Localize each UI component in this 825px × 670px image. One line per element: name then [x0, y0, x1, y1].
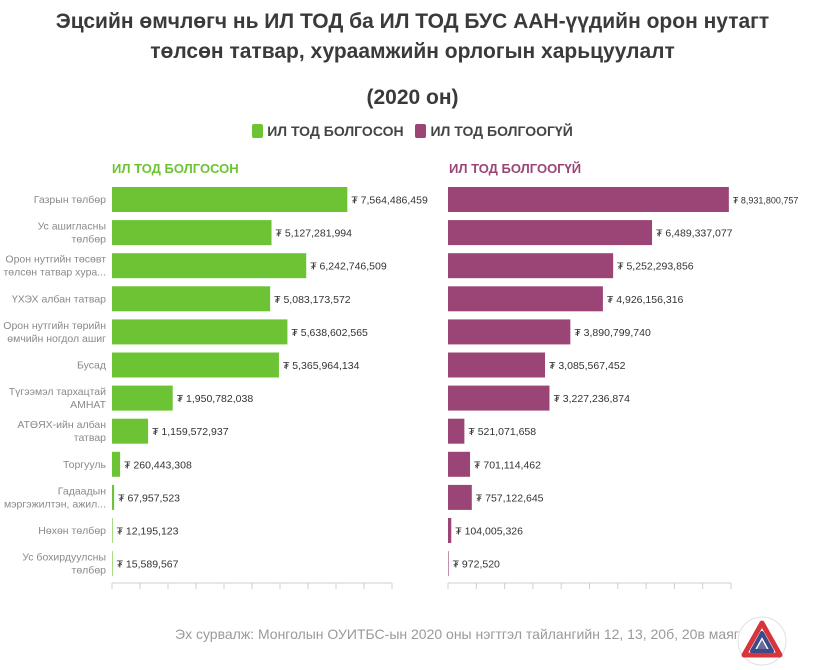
bar-chart: Газрын төлбөр Ус ашигласны төлбөр Орон нутг… [3, 187, 799, 589]
data-label-undisclosed-0: ₮ 8,931,800,757 [733, 196, 799, 206]
bar-disclosed-8 [112, 451, 121, 477]
data-label-disclosed-2: ₮ 6,242,746,509 [310, 261, 387, 273]
data-label-undisclosed-9: ₮ 757,122,645 [476, 492, 544, 504]
legend-swatch-disclosed [252, 124, 264, 138]
legend-swatch-undisclosed [415, 124, 427, 138]
category-label-7: АТӨЯХ-ийн албан татвар [17, 419, 106, 444]
category-label-3: ҮХЭХ албан татвар [12, 293, 106, 305]
data-label-disclosed-4: ₮ 5,638,602,565 [291, 327, 368, 339]
data-label-disclosed-1: ₮ 5,127,281,994 [276, 228, 353, 240]
data-label-undisclosed-1: ₮ 6,489,337,077 [656, 228, 733, 240]
data-label-undisclosed-10: ₮ 104,005,326 [455, 526, 523, 538]
chart-title-line-1: Эцсийн өмчлөгч нь ИЛ ТОД ба ИЛ ТОД БУС А… [55, 10, 770, 33]
data-label-undisclosed-5: ₮ 3,085,567,452 [549, 360, 626, 372]
bar-disclosed-3 [112, 286, 271, 312]
bar-disclosed-2 [112, 253, 307, 279]
category-label-8: Торгууль [63, 459, 106, 471]
data-label-disclosed-3: ₮ 5,083,173,572 [274, 294, 351, 306]
category-label-11: Ус бохирдуулсны төлбөр [22, 552, 106, 577]
category-label-0: Газрын төлбөр [34, 194, 106, 206]
data-label-disclosed-8: ₮ 260,443,308 [124, 459, 192, 471]
category-label-1: Ус ашигласны төлбөр [38, 221, 107, 246]
legend-label-undisclosed: ИЛ ТОД БОЛГООГҮЙ [430, 123, 573, 139]
bar-undisclosed-3 [448, 286, 603, 312]
bar-disclosed-5 [112, 352, 279, 378]
bar-disclosed-11 [112, 551, 113, 577]
legend-item-undisclosed: ИЛ ТОД БОЛГООГҮЙ [415, 123, 573, 139]
data-label-disclosed-7: ₮ 1,159,572,937 [152, 426, 229, 438]
panel-title-disclosed: ИЛ ТОД БОЛГОСОН [112, 161, 239, 176]
bar-undisclosed-2 [448, 253, 614, 279]
bar-disclosed-1 [112, 220, 272, 246]
bar-undisclosed-1 [448, 220, 653, 246]
chart-title-line-2: төлсөн татвар, хураамжийн орлогын харьцу… [150, 40, 675, 63]
category-label-5: Бусад [77, 360, 106, 372]
bar-undisclosed-11 [448, 551, 449, 577]
data-label-disclosed-0: ₮ 7,564,486,459 [351, 195, 428, 207]
bar-undisclosed-10 [448, 518, 452, 543]
bar-disclosed-4 [112, 319, 288, 345]
data-label-undisclosed-6: ₮ 3,227,236,874 [553, 393, 630, 405]
data-label-undisclosed-4: ₮ 3,890,799,740 [574, 327, 651, 339]
category-label-4: Орон нутгийн төрийн өмчийн ногдол ашиг [3, 320, 106, 345]
bar-disclosed-6 [112, 385, 173, 411]
panel-title-undisclosed: ИЛ ТОД БОЛГООГҮЙ [449, 161, 582, 176]
legend-label-disclosed: ИЛ ТОД БОЛГОСОН [267, 123, 404, 139]
bar-disclosed-7 [112, 418, 149, 444]
data-label-disclosed-11: ₮ 15,589,567 [117, 559, 179, 571]
data-label-undisclosed-8: ₮ 701,114,462 [474, 459, 541, 471]
data-label-disclosed-9: ₮ 67,957,523 [118, 492, 180, 504]
data-label-disclosed-5: ₮ 5,365,964,134 [283, 360, 360, 372]
data-label-disclosed-6: ₮ 1,950,782,038 [177, 393, 254, 405]
source-note: Эх сурвалж: Монголын ОУИТБС-ын 2020 оны … [175, 626, 746, 642]
chart-subtitle-year: (2020 он) [366, 86, 459, 109]
category-label-2: Орон нутгийн төсөвт төлсөн татвар хура... [3, 254, 106, 279]
data-label-undisclosed-2: ₮ 5,252,293,856 [617, 261, 694, 273]
category-label-10: Нөхөн төлбөр [38, 525, 106, 537]
bar-disclosed-0 [112, 187, 348, 212]
bar-undisclosed-9 [448, 484, 472, 510]
legend: ИЛ ТОД БОЛГОСОН ИЛ ТОД БОЛГООГҮЙ [0, 123, 825, 139]
bar-undisclosed-6 [448, 385, 550, 411]
bar-disclosed-9 [112, 484, 115, 510]
bar-disclosed-10 [112, 518, 113, 543]
bar-undisclosed-5 [448, 352, 546, 378]
data-label-disclosed-10: ₮ 12,195,123 [117, 526, 179, 538]
data-label-undisclosed-7: ₮ 521,071,658 [468, 426, 536, 438]
data-label-undisclosed-3: ₮ 4,926,156,316 [607, 294, 684, 306]
eiti-triangle-logo-icon [737, 616, 787, 666]
legend-item-disclosed: ИЛ ТОД БОЛГОСОН [252, 123, 404, 139]
bar-undisclosed-7 [448, 418, 465, 444]
bar-undisclosed-4 [448, 319, 571, 345]
bar-undisclosed-0 [448, 187, 729, 212]
bar-undisclosed-8 [448, 451, 471, 477]
category-label-6: Түгээмэл тархацтай АМНАТ [9, 386, 107, 411]
category-label-9: Гадаадын мэргэжилтэн, ажил... [4, 485, 106, 510]
data-label-undisclosed-11: ₮ 972,520 [453, 559, 500, 571]
